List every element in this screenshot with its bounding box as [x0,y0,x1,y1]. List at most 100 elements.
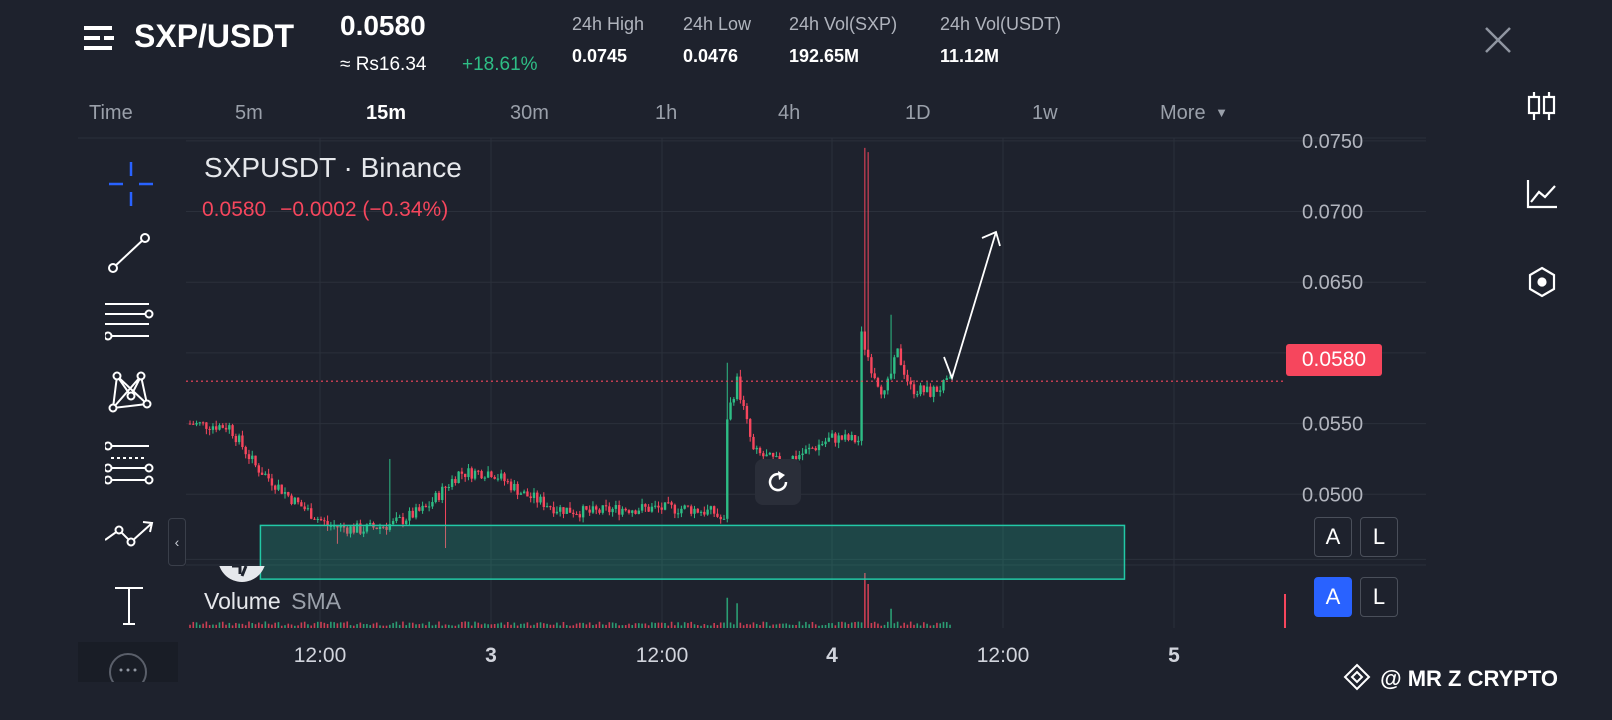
more-tools-button[interactable] [78,642,178,682]
volume-bar [500,622,503,628]
candle-body [427,506,431,508]
menu-icon[interactable] [84,24,118,52]
volume-bar [883,624,886,628]
volume-bar [379,625,381,628]
candle-body [463,473,467,478]
horizontal-lines-icon[interactable] [103,298,157,350]
volume-bar [785,623,788,628]
candle-body [906,374,909,382]
pair-title[interactable]: SXP/USDT [134,18,295,54]
tab-time[interactable]: Time [89,102,133,124]
volume-bar [549,624,552,628]
volume-bar [353,625,355,628]
candle-body [477,470,480,472]
candle-body [601,505,604,513]
candle-body [398,517,401,519]
volume-bar [683,622,686,628]
reset-chart-button[interactable] [755,459,801,505]
volume-bar [244,625,247,628]
collapse-toolbar-button[interactable]: ‹ [168,518,186,566]
candle-body [231,425,234,437]
volume-bar [290,624,293,628]
candlestick-icon[interactable] [1522,86,1562,126]
volume-log-scale-button[interactable]: L [1360,577,1398,617]
volume-bar [199,624,201,628]
demand-zone-rect [259,524,1126,580]
candle-body [804,449,808,454]
candle-body [902,364,906,375]
indicator-chart-icon[interactable] [1522,174,1562,214]
candle-body [319,518,323,521]
volume-bar [474,621,476,628]
candle-body [847,434,850,441]
volume-bar [769,625,771,628]
volume-auto-scale-button[interactable]: A [1314,577,1352,617]
candle-body [834,433,837,443]
volume-bar [765,622,768,628]
refresh-icon [768,471,788,492]
volume-bar [431,625,434,628]
volume-bar [608,622,611,628]
volume-bar [205,621,208,628]
settings-hexagon-icon[interactable] [1522,262,1562,302]
volume-bar [454,625,457,628]
pattern-tool-icon[interactable] [105,366,157,418]
tab-1d[interactable]: 1D [905,102,931,124]
candle-body [709,506,713,510]
log-scale-button[interactable]: L [1360,517,1398,557]
volume-bar [231,625,234,628]
volume-bar [303,621,306,628]
candle-body [837,435,840,443]
volume-bar [300,622,303,628]
close-icon[interactable] [1484,26,1512,54]
tab-15m[interactable]: 15m [366,102,407,124]
volume-bar [418,624,421,628]
volume-bar [359,622,362,628]
volume-bar [470,625,473,628]
watermark: @ MR Z CRYPTO [1342,662,1558,698]
candle-body [526,491,529,497]
candle-body [883,390,886,395]
candle-body [742,399,745,407]
volume-bar [703,624,706,628]
tab-1h[interactable]: 1h [655,102,678,124]
projection-arrow-head [981,230,1001,247]
volume-bar [369,625,371,628]
time-tick-label: 12:00 [294,644,347,667]
text-tool-icon[interactable] [105,580,157,632]
candle-body [735,376,739,400]
candle-body [522,491,526,494]
volume-bar [539,622,542,628]
fibonacci-icon[interactable] [103,438,157,490]
price-tick-label: 0.0500 [1302,484,1363,506]
volume-bar [729,622,732,628]
tab-more[interactable]: More ▼ [1160,102,1228,125]
volume-bar [189,624,191,628]
tab-4h[interactable]: 4h [778,102,801,124]
volume-bar [533,624,535,628]
volume-bar [893,623,896,628]
tab-1w[interactable]: 1w [1032,102,1058,124]
volume-bar [618,625,620,628]
auto-scale-button[interactable]: A [1314,517,1352,557]
candle-body [857,440,860,443]
tab-5m[interactable]: 5m [235,102,263,124]
volume-bar [510,624,512,628]
candle-body [296,497,300,503]
volume-bar [313,623,316,628]
crosshair-icon[interactable] [105,158,157,210]
path-tool-icon[interactable] [104,510,157,562]
candle-body [591,506,595,513]
volume-bar [598,621,601,628]
volume-bar [857,621,860,628]
time-axis: 12:00 3 12:00 4 12:00 5 [294,644,1180,667]
volume-legend: Volume SMA [204,588,341,615]
volume-bar [621,625,624,628]
candle-body [205,422,208,429]
trend-line-icon[interactable] [105,228,157,280]
volume-bar [261,624,263,628]
tab-30m[interactable]: 30m [510,102,549,124]
stat-vol-sxp-label: 24h Vol(SXP) [789,14,898,34]
